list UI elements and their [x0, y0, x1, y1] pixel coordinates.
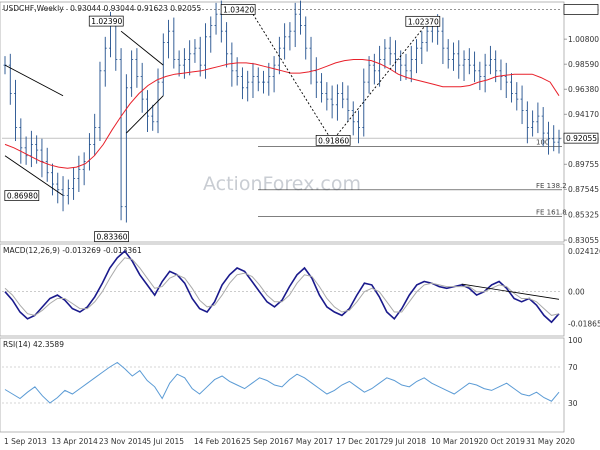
wedge-lower: [126, 95, 164, 134]
macd-header: MACD(12,26,9) -0.013269 -0.013361: [3, 246, 142, 255]
price-tick-label: 0.85325: [568, 210, 599, 219]
date-tick-label: 1 Sep 2013: [4, 437, 47, 446]
price-axis: 1.034751.008000.985900.963800.941700.919…: [563, 4, 599, 245]
high-price-box: [563, 4, 599, 15]
date-tick-label: 31 May 2020: [526, 437, 575, 446]
time-axis: 1 Sep 2013 13 Apr 2014 23 Nov 2014 5 Jul 20…: [4, 437, 575, 446]
date-tick-label: 25 Sep 2016: [241, 437, 289, 446]
price-tick-label: 0.94170: [568, 110, 599, 119]
macd-trendline: [461, 283, 560, 300]
date-tick-label: 23 Nov 2014: [99, 437, 147, 446]
price-header: USDCHF,Weekly 0.93044 0.93044 0.91623 0.…: [3, 4, 202, 13]
macd-plot: 0.024126 0.00 -0.018657: [2, 247, 600, 328]
macd-line: [4, 249, 560, 324]
date-tick-label: 29 Jul 2018: [384, 437, 427, 446]
rsi-tick-label: 100: [568, 336, 583, 345]
price-annotations: 1.02390 1.03420 1.02370 0.91860 0.86980 0.833…: [4, 4, 441, 242]
date-tick-label: 20 Oct 2019: [479, 437, 526, 446]
channel-down-left: [252, 13, 333, 142]
rsi-tick-label: 30: [568, 399, 578, 408]
last-price-label: 0.92055: [566, 134, 597, 143]
price-grid: [2, 9, 562, 139]
last-price-box: [563, 132, 599, 144]
fibonacci-levels: 100 FE 138.2 FE 161.8: [258, 138, 567, 217]
price-annotation: 1.02370: [408, 17, 439, 26]
rsi-header: RSI(14) 42.3589: [3, 340, 64, 349]
date-tick-label: 13 Apr 2014: [51, 437, 98, 446]
price-annotation: 0.91860: [318, 136, 349, 145]
fib-level-label: FE 138.2: [536, 182, 567, 190]
price-annotation: 0.83360: [97, 233, 128, 242]
price-annotation: 1.03420: [223, 5, 254, 14]
price-tick-label: 0.89755: [568, 160, 599, 169]
macd-signal-line: [4, 257, 560, 316]
price-annotation: 0.86980: [7, 192, 38, 201]
price-annotation-box: [405, 15, 441, 27]
date-tick-label: 17 Dec 2017: [336, 437, 384, 446]
channel-up: [331, 22, 428, 142]
moving-average-line: [4, 59, 560, 169]
date-tick-label: 10 Mar 2019: [431, 437, 479, 446]
macd-tick-label: 0.00: [568, 288, 585, 297]
fib-level-label: FE 161.8: [536, 208, 567, 216]
trendlines: [4, 13, 428, 196]
price-tick-label: 1.00800: [568, 35, 599, 44]
date-tick-label: 5 Jul 2015: [146, 437, 184, 446]
price-tick-label: 0.96380: [568, 85, 599, 94]
price-annotation-box: [220, 4, 256, 15]
symbol-label: USDCHF,Weekly: [3, 4, 64, 13]
price-tick-label: 0.98590: [568, 60, 599, 69]
price-panel-frame: [0, 1, 565, 243]
fib-level-label: 100: [536, 138, 549, 146]
macd-tick-label: -0.018657: [568, 319, 600, 328]
rsi-plot: 100 70 30: [2, 336, 583, 408]
trendline-lower-left: [4, 155, 64, 196]
price-tick-label: 0.83055: [568, 236, 599, 245]
price-annotation-box: [88, 15, 124, 27]
price-annotation-box: [94, 231, 129, 242]
macd-panel-frame: [0, 243, 565, 337]
wedge-upper: [120, 30, 164, 66]
trendline-upper-left: [4, 64, 64, 97]
rsi-tick-label: 70: [568, 363, 578, 372]
price-annotation-box: [315, 134, 351, 146]
watermark: ActionForex.com: [203, 173, 361, 195]
date-tick-label: 14 Feb 2016: [194, 437, 241, 446]
price-annotation-box: [4, 190, 40, 201]
date-tick-label: 7 May 2017: [289, 437, 333, 446]
macd-tick-label: 0.024126: [568, 247, 600, 256]
ohlc-values: 0.93044 0.93044 0.91623 0.92055: [70, 4, 201, 13]
price-tick-label: 0.87545: [568, 185, 599, 194]
price-annotation: 1.02390: [91, 17, 122, 26]
rsi-line: [4, 361, 560, 404]
rsi-panel-frame: [0, 337, 565, 433]
